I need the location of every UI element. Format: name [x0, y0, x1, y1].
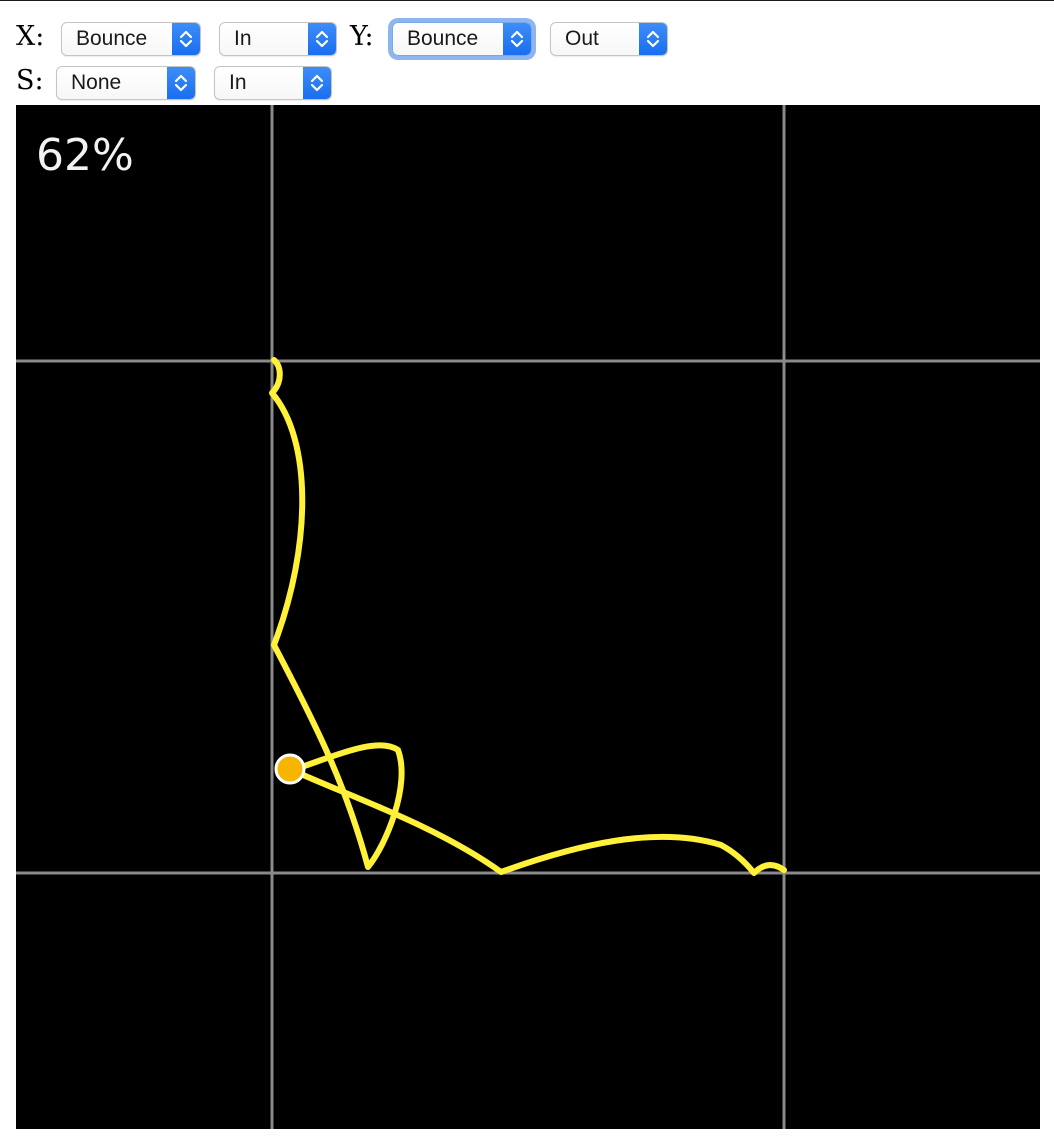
y-mode-value: Out — [565, 27, 599, 50]
x-easing-select[interactable]: Bounce — [61, 22, 201, 56]
easing-path — [269, 357, 787, 876]
x-easing-value: Bounce — [76, 27, 148, 50]
up-down-chevron-icon — [503, 23, 531, 55]
up-down-chevron-icon — [303, 67, 331, 99]
s-easing-select[interactable]: None — [56, 66, 196, 100]
y-axis-label: Y: — [350, 21, 374, 52]
up-down-chevron-icon — [167, 67, 195, 99]
s-mode-value: In — [229, 71, 247, 94]
progress-marker — [274, 753, 306, 785]
y-mode-select[interactable]: Out — [550, 22, 668, 56]
easing-canvas[interactable]: 62% — [16, 105, 1040, 1129]
s-easing-value: None — [71, 71, 122, 94]
easing-plot — [16, 105, 1040, 1129]
x-axis-label: X: — [16, 21, 45, 52]
progress-label: 62% — [36, 130, 134, 181]
x-mode-value: In — [234, 27, 252, 50]
grid — [16, 105, 1040, 1129]
up-down-chevron-icon — [308, 23, 336, 55]
x-mode-select[interactable]: In — [219, 22, 337, 56]
s-axis-label: S: — [16, 65, 44, 96]
y-easing-select[interactable]: Bounce — [392, 22, 532, 56]
y-easing-value: Bounce — [407, 27, 479, 50]
window-top-border — [0, 0, 1054, 1]
up-down-chevron-icon — [172, 23, 200, 55]
up-down-chevron-icon — [639, 23, 667, 55]
s-mode-select[interactable]: In — [214, 66, 332, 100]
